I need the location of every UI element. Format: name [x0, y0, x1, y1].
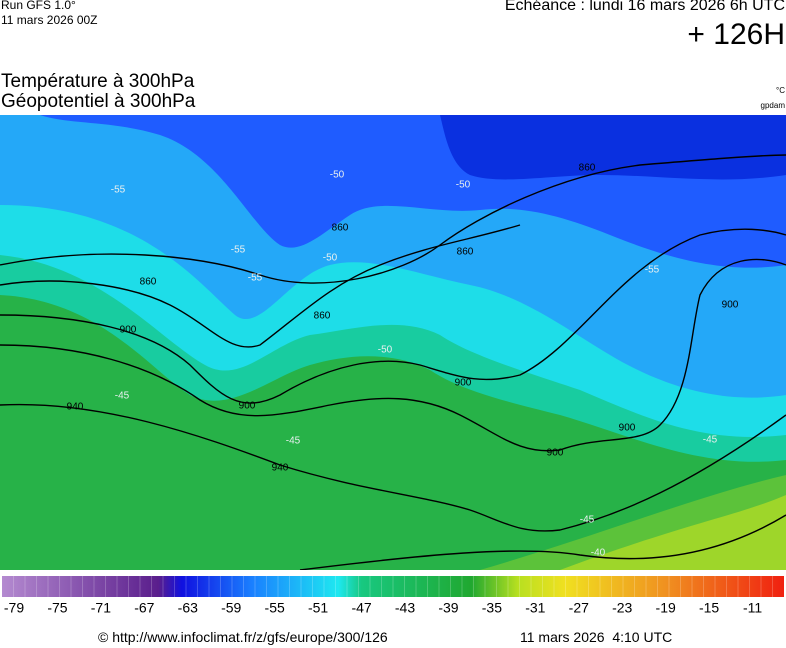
geopotential-label: 860	[314, 311, 331, 322]
valid-time: Echéance : lundi 16 mars 2026 6h UTC	[504, 0, 785, 14]
temperature-label: -50	[330, 170, 345, 181]
contours	[0, 154, 786, 570]
geopotential-label: 860	[579, 163, 596, 174]
geopotential-label: 860	[332, 223, 349, 234]
contour-900	[0, 228, 786, 404]
unit-temp: °C	[776, 86, 785, 95]
colorbar-label: -79	[4, 600, 24, 615]
run-date: 11 mars 2026 00Z	[1, 13, 98, 27]
geopotential-label: 900	[239, 401, 256, 412]
temperature-label: -45	[115, 391, 130, 402]
colorbar-label: -71	[91, 600, 111, 615]
geopotential-label: 940	[67, 402, 84, 413]
unit-geo: gpdam	[760, 101, 785, 110]
temperature-label: -50	[323, 253, 338, 264]
colorbar-label: -15	[699, 600, 719, 615]
temperature-label: -45	[286, 436, 301, 447]
lead-time: + 126H	[687, 18, 785, 51]
contour-860-south	[0, 224, 521, 348]
footer-source: © http://www.infoclimat.fr/z/gfs/europe/…	[98, 629, 388, 645]
geopotential-label: 860	[457, 247, 474, 258]
colorbar-label: -27	[569, 600, 589, 615]
title-temp: Température à 300hPa	[1, 71, 195, 92]
contour-940	[0, 403, 786, 532]
colorbar: -79 -75 -71 -67 -63 -59 -55 -51 -47 -43 -39 -35 -31 -…	[2, 576, 784, 615]
map: 860 860 860 860 860 900 900 900 900 900 900 940 940 -…	[0, 115, 786, 570]
field-darkblue	[440, 115, 786, 180]
contour-980	[299, 514, 786, 570]
colorbar-label: -67	[134, 600, 154, 615]
colorbar-label: -31	[525, 600, 545, 615]
colorbar-label: -19	[656, 600, 676, 615]
colorbar-label: -47	[351, 600, 371, 615]
temperature-label: -55	[248, 273, 263, 284]
temperature-label: -40	[591, 548, 606, 559]
temperature-label: -45	[580, 515, 595, 526]
geopotential-label: 860	[140, 277, 157, 288]
field-yellowgreen	[560, 495, 786, 570]
colorbar-label: -43	[395, 600, 415, 615]
contour-900-b	[0, 258, 786, 452]
colorbar-fill	[2, 576, 784, 597]
colorbar-label: -75	[47, 600, 67, 615]
geopotential-label: 900	[619, 423, 636, 434]
footer-generated: 11 mars 2026 4:10 UTC	[520, 629, 673, 645]
temperature-label: -55	[111, 185, 126, 196]
temperature-label: -50	[456, 180, 471, 191]
colorbar-label: -35	[482, 600, 502, 615]
colorbar-label: -63	[178, 600, 198, 615]
geopotential-label: 900	[455, 378, 472, 389]
geopotential-label: 940	[272, 463, 289, 474]
geopotential-label: 900	[547, 448, 564, 459]
colorbar-label: -51	[308, 600, 328, 615]
contour-860-north	[0, 154, 786, 284]
temperature-label: -45	[703, 435, 718, 446]
colorbar-label: -59	[221, 600, 241, 615]
colorbar-label: -55	[265, 600, 285, 615]
temperature-label: -55	[645, 265, 660, 276]
colorbar-label: -11	[743, 600, 762, 615]
geopotential-label: 900	[120, 325, 137, 336]
colorbar-label: -39	[438, 600, 458, 615]
colorbar-label: -23	[612, 600, 632, 615]
temperature-label: -50	[378, 345, 393, 356]
geopotential-label: 900	[722, 300, 739, 311]
title-geo: Géopotentiel à 300hPa	[1, 91, 196, 112]
run-label: Run GFS 1.0°	[1, 0, 76, 12]
temperature-label: -55	[231, 245, 246, 256]
